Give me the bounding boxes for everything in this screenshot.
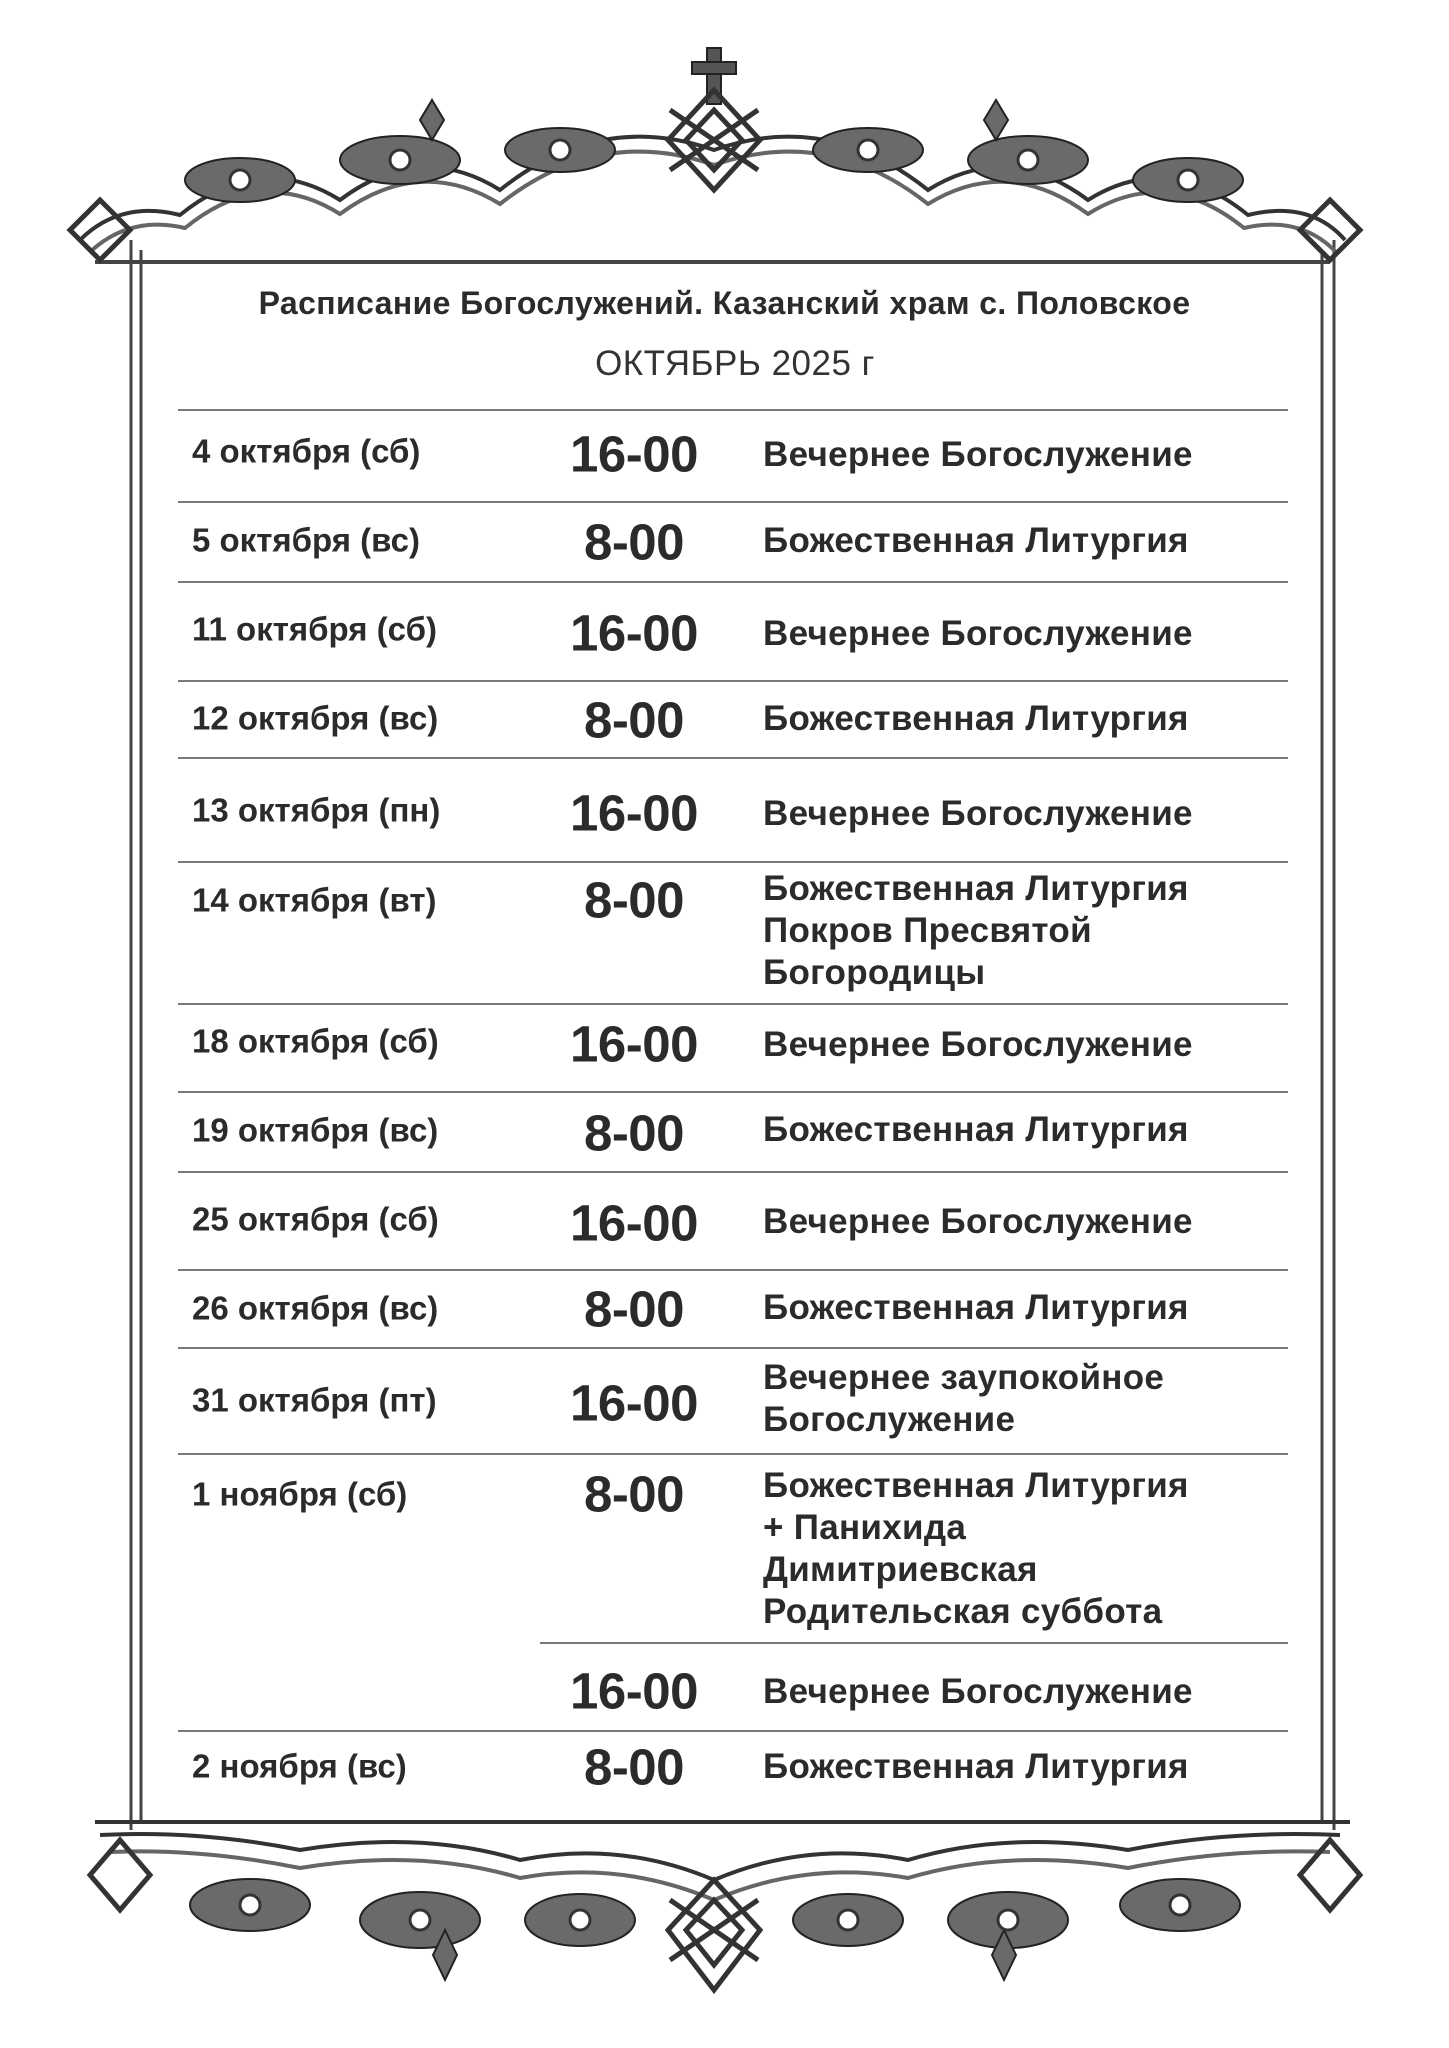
row-divider — [178, 409, 1288, 411]
schedule-time: 16-00 — [570, 784, 698, 842]
schedule-time: 8-00 — [583, 871, 685, 929]
row-divider — [178, 680, 1288, 682]
schedule-time: 16-00 — [570, 1194, 698, 1252]
schedule-time: 16-00 — [570, 1015, 698, 1073]
schedule-time: 16-00 — [570, 425, 698, 483]
schedule-time: 16-00 — [570, 1662, 698, 1720]
row-divider — [178, 1730, 1288, 1732]
schedule-date: 19 октября (вс) — [192, 1111, 439, 1149]
schedule-time: 8-00 — [583, 1738, 685, 1796]
row-divider — [178, 757, 1288, 759]
schedule-service: Божественная Литургия — [763, 699, 1189, 738]
row-divider — [178, 1171, 1288, 1173]
schedule-service: Родительская суббота — [763, 1592, 1163, 1631]
schedule-service: Вечернее Богослужение — [763, 1202, 1193, 1241]
row-divider — [178, 861, 1288, 863]
schedule-service: Вечернее Богослужение — [763, 1672, 1193, 1711]
schedule-service: Богослужение — [763, 1400, 1016, 1439]
schedule-service: Божественная Литургия — [763, 1110, 1189, 1149]
schedule-date: 26 октября (вс) — [192, 1289, 439, 1327]
row-divider — [178, 501, 1288, 503]
schedule-service: Богородицы — [763, 953, 986, 992]
schedule-time: 8-00 — [583, 1104, 685, 1162]
row-divider — [540, 1642, 1288, 1644]
schedule-service: Божественная Литургия — [763, 1288, 1189, 1327]
row-divider — [178, 1091, 1288, 1093]
schedule-date: 2 ноября (вс) — [192, 1747, 407, 1785]
schedule-service: Божественная Литургия — [763, 869, 1189, 908]
bottom-ornament — [86, 1820, 1364, 1995]
schedule-date: 13 октября (пн) — [192, 791, 441, 829]
schedule-time: 8-00 — [583, 513, 685, 571]
schedule-service: Божественная Литургия — [763, 1466, 1189, 1505]
schedule-service: Вечернее Богослужение — [763, 1025, 1193, 1064]
schedule-service: Вечернее Богослужение — [763, 435, 1193, 474]
row-divider — [178, 581, 1288, 583]
month-subtitle: ОКТЯБРЬ 2025 г — [595, 344, 875, 383]
schedule-date: 31 октября (пт) — [192, 1381, 437, 1419]
schedule-service: + Панихида — [763, 1508, 967, 1547]
schedule-service: Вечернее Богослужение — [763, 794, 1193, 833]
schedule-service: Божественная Литургия — [763, 1747, 1189, 1786]
schedule-date: 25 октября (сб) — [192, 1200, 439, 1238]
row-divider — [178, 1453, 1288, 1455]
schedule-time: 16-00 — [570, 604, 698, 662]
schedule-date: 14 октября (вт) — [192, 881, 437, 919]
cross-icon — [691, 47, 737, 105]
row-divider — [178, 1003, 1288, 1005]
schedule-time: 16-00 — [570, 1374, 698, 1432]
schedule-time: 8-00 — [583, 691, 685, 749]
row-divider — [178, 1269, 1288, 1271]
row-divider — [178, 1347, 1288, 1349]
page-title: Расписание Богослужений. Казанский храм … — [258, 285, 1191, 321]
schedule-time: 8-00 — [583, 1465, 685, 1523]
schedule-date: 4 октября (сб) — [192, 432, 421, 470]
schedule-service: Вечернее заупокойное — [763, 1358, 1165, 1397]
schedule-service: Димитриевская — [763, 1550, 1038, 1589]
schedule-date: 18 октября (сб) — [192, 1022, 439, 1060]
schedule-date: 11 октября (сб) — [192, 610, 437, 648]
schedule-service: Божественная Литургия — [763, 521, 1189, 560]
schedule-date: 1 ноября (сб) — [192, 1475, 408, 1513]
schedule-time: 8-00 — [583, 1280, 685, 1338]
schedule-service: Покров Пресвятой — [763, 911, 1092, 950]
top-ornament — [66, 47, 1364, 264]
schedule-date: 12 октября (вс) — [192, 699, 439, 737]
schedule-date: 5 октября (вс) — [192, 521, 420, 559]
schedule-service: Вечернее Богослужение — [763, 614, 1193, 653]
